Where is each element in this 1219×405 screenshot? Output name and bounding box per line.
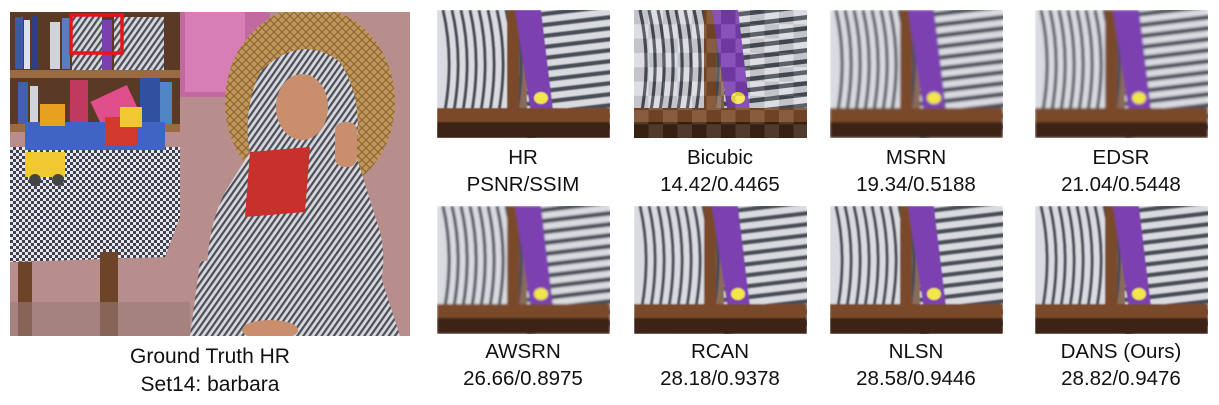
crop-patch-edsr	[1035, 10, 1208, 138]
ground-truth-caption: Ground Truth HR Set14: barbara	[10, 343, 410, 399]
crop-caption: EDSR 21.04/0.5448	[1026, 144, 1216, 198]
psnr-ssim-value: 14.42/0.4465	[660, 173, 780, 196]
method-name: Bicubic	[686, 146, 754, 169]
method-name: EDSR	[1092, 146, 1150, 169]
psnr-ssim-value: 28.18/0.9378	[660, 367, 780, 390]
psnr-ssim-value: 19.34/0.5188	[856, 173, 976, 196]
crop-patch-msrn	[830, 10, 1003, 138]
crop-patch-awsrn	[437, 206, 610, 334]
ground-truth-image	[10, 12, 410, 336]
crop-patch-rcan	[634, 206, 807, 334]
crop-patch-bicubic	[634, 10, 807, 138]
crop-caption: Bicubic 14.42/0.4465	[625, 144, 815, 198]
crop-patch-nlsn	[830, 206, 1003, 334]
method-name: MSRN	[885, 146, 947, 169]
crop-region-box	[69, 13, 124, 55]
crop-caption: DANS (Ours) 28.82/0.9476	[1026, 338, 1216, 392]
crop-patch-dans-ours	[1035, 206, 1208, 334]
psnr-ssim-value: 28.58/0.9446	[856, 367, 976, 390]
crop-caption: RCAN 28.18/0.9378	[625, 338, 815, 392]
method-name: DANS (Ours)	[1060, 340, 1182, 363]
ground-truth-title: Ground Truth HR	[130, 345, 290, 368]
crop-caption: HR PSNR/SSIM	[428, 144, 618, 198]
psnr-ssim-value: 21.04/0.5448	[1061, 173, 1181, 196]
psnr-ssim-value: PSNR/SSIM	[466, 173, 580, 196]
ground-truth-dataset: Set14: barbara	[140, 373, 280, 396]
crop-caption: NLSN 28.58/0.9446	[821, 338, 1011, 392]
crop-patch-hr	[437, 10, 610, 138]
method-name: NLSN	[888, 340, 944, 363]
psnr-ssim-value: 26.66/0.8975	[463, 367, 583, 390]
method-name: HR	[508, 146, 538, 169]
crop-caption: AWSRN 26.66/0.8975	[428, 338, 618, 392]
crop-caption: MSRN 19.34/0.5188	[821, 144, 1011, 198]
psnr-ssim-value: 28.82/0.9476	[1061, 367, 1181, 390]
method-name: RCAN	[690, 340, 750, 363]
method-name: AWSRN	[485, 340, 561, 363]
